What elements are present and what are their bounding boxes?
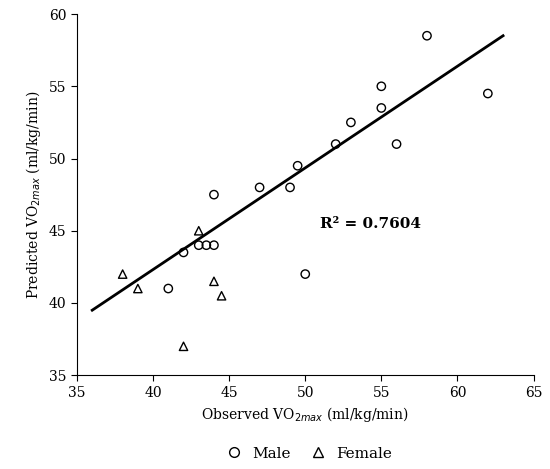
X-axis label: Observed VO$_{2max}$ (ml/kg/min): Observed VO$_{2max}$ (ml/kg/min) xyxy=(201,405,409,424)
Y-axis label: Predicted VO$_{2max}$ (ml/kg/min): Predicted VO$_{2max}$ (ml/kg/min) xyxy=(24,91,43,299)
Point xyxy=(210,191,218,198)
Text: R² = 0.7604: R² = 0.7604 xyxy=(321,217,421,231)
Point xyxy=(255,184,264,191)
Point xyxy=(202,242,211,249)
Point xyxy=(179,342,188,350)
Legend: Male, Female: Male, Female xyxy=(212,440,398,467)
Point xyxy=(179,249,188,256)
Point xyxy=(217,292,226,300)
Point xyxy=(164,285,173,292)
Point xyxy=(194,227,203,234)
Point xyxy=(422,32,431,39)
Point xyxy=(377,104,386,112)
Point xyxy=(285,184,294,191)
Point xyxy=(301,270,310,278)
Point xyxy=(210,278,218,285)
Point xyxy=(210,242,218,249)
Point xyxy=(377,83,386,90)
Point xyxy=(331,140,340,148)
Point xyxy=(346,119,355,126)
Point xyxy=(483,90,492,97)
Point xyxy=(293,162,302,169)
Point xyxy=(134,285,142,292)
Point xyxy=(118,270,127,278)
Point xyxy=(194,242,203,249)
Point xyxy=(392,140,401,148)
